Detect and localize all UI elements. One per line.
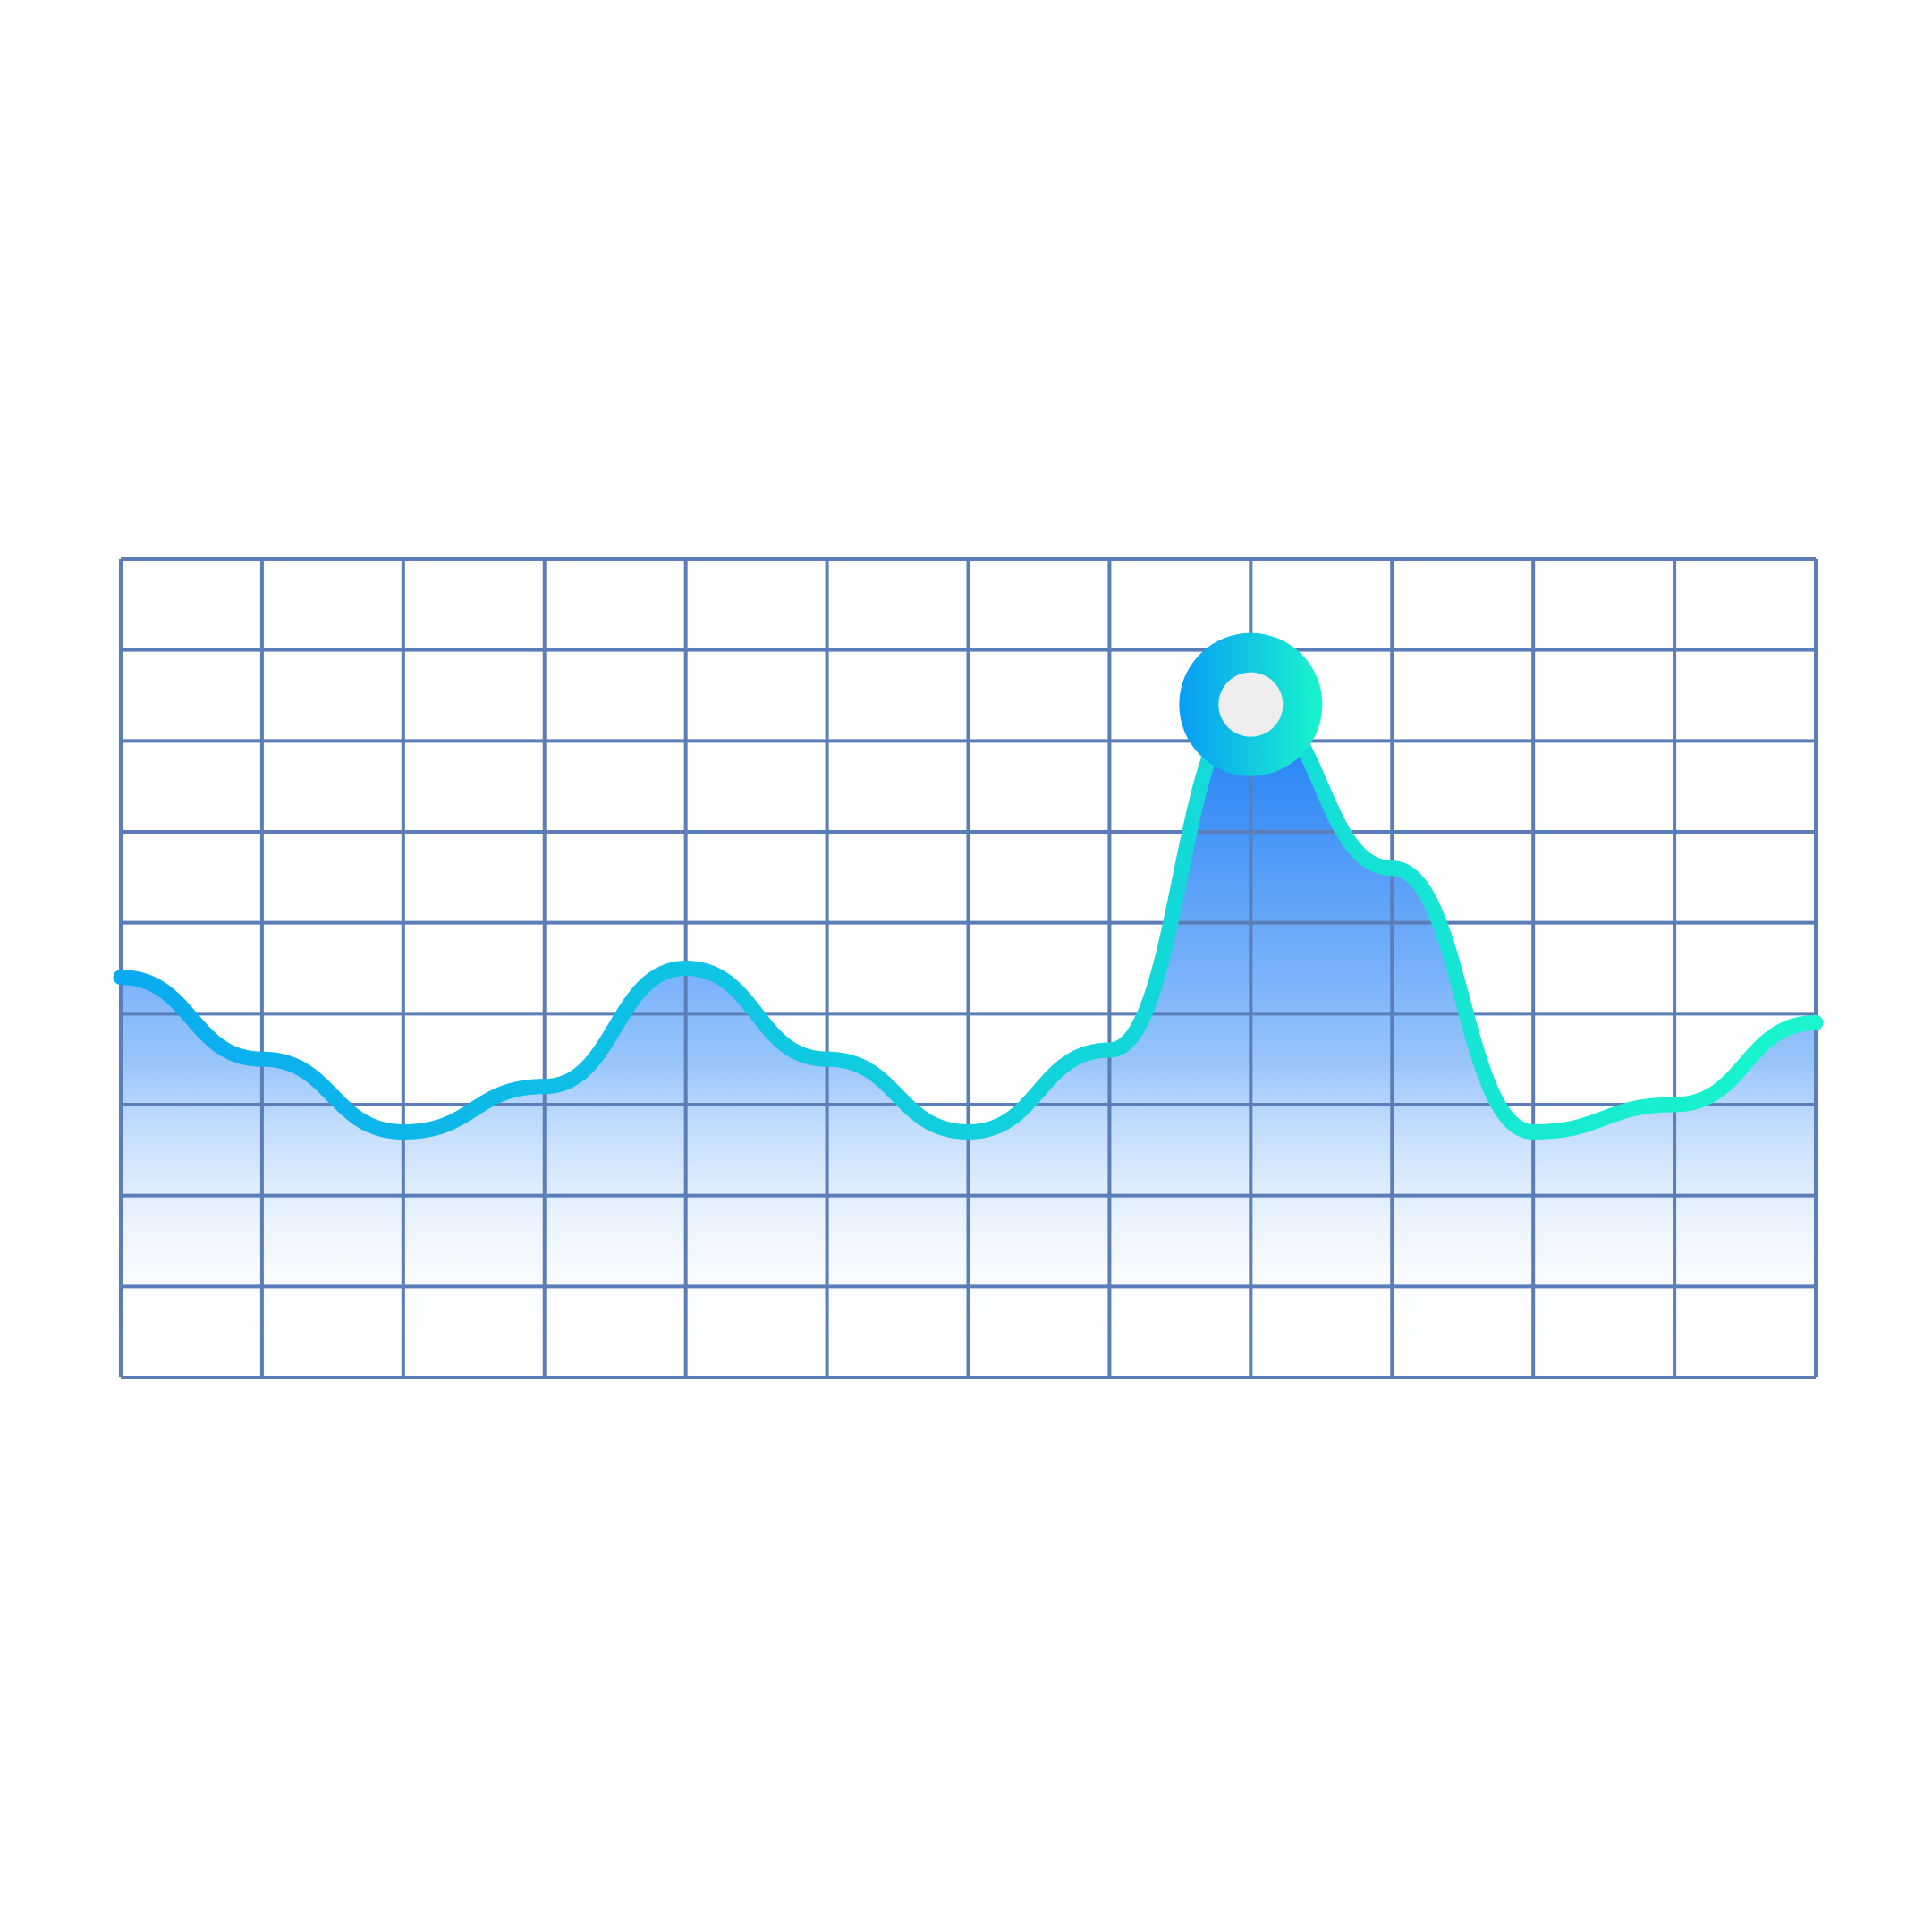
highlight-marker [1179,632,1323,776]
series-line [113,697,1824,1140]
grid [119,557,1818,1379]
marker-center [1218,672,1284,737]
